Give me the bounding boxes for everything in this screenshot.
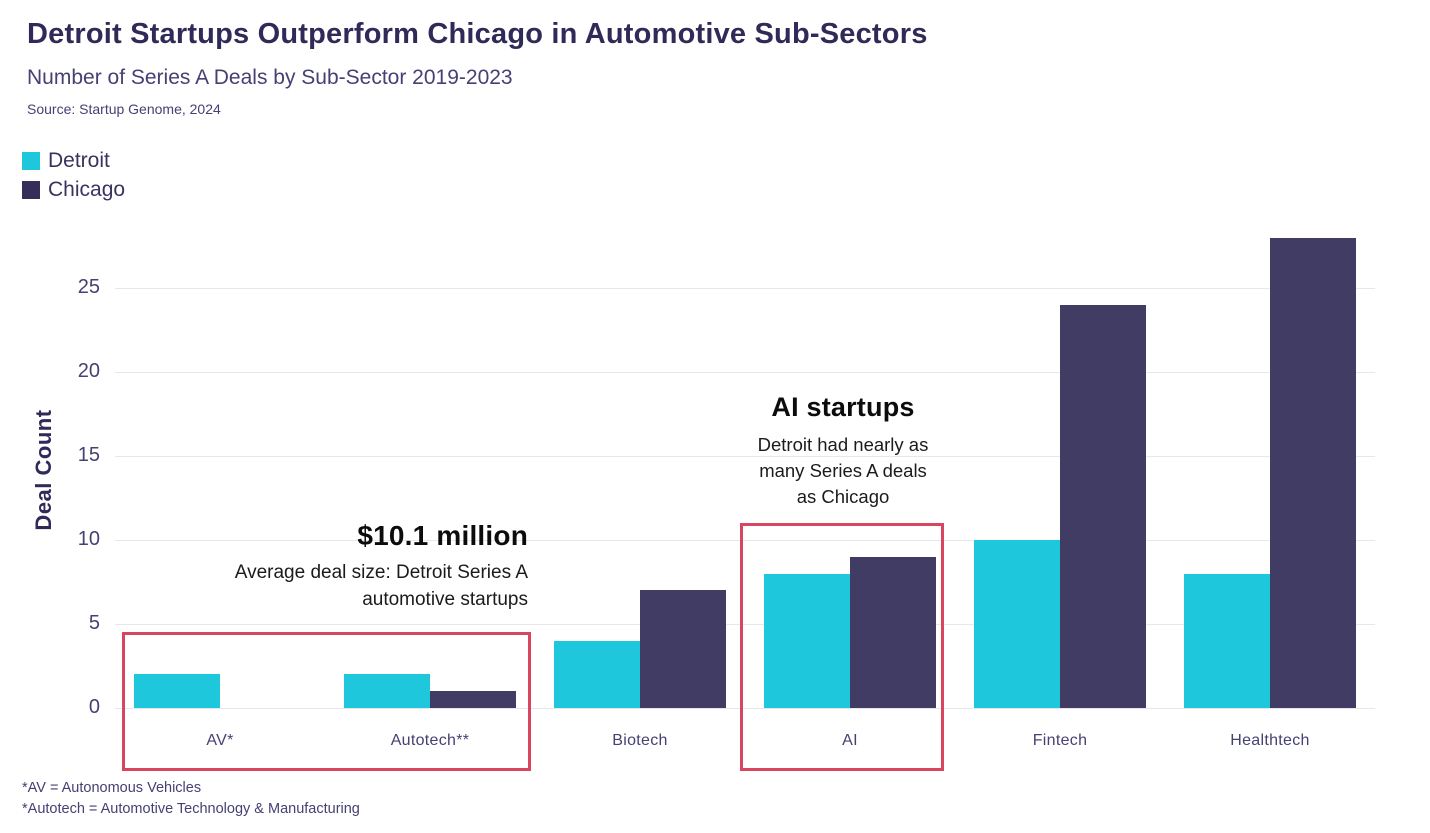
annotation-deal-size: $10.1 million Average deal size: Detroit… — [235, 520, 528, 613]
annotation-ai-startups-line2: many Series A deals — [759, 460, 927, 481]
legend-item-chicago: Chicago — [22, 175, 125, 204]
y-tick-label-5: 5 — [88, 612, 100, 634]
highlight-box-automotive — [122, 632, 531, 771]
category-label-biotech: Biotech — [612, 732, 668, 749]
legend-swatch-chicago — [22, 180, 40, 199]
gridline-y0 — [115, 708, 1375, 709]
y-tick-label-0: 0 — [88, 696, 100, 718]
bar-chicago-fintech — [1060, 304, 1146, 708]
gridline-y20 — [115, 372, 1375, 373]
y-tick-label-15: 15 — [77, 444, 100, 466]
gridline-y15 — [115, 456, 1375, 457]
bar-detroit-biotech — [554, 640, 640, 708]
bar-detroit-ai — [764, 573, 850, 708]
annotation-ai-startups: AI startups Detroit had nearly as many S… — [715, 392, 971, 510]
bar-detroit-healthtech — [1184, 573, 1270, 708]
y-tick-label-20: 20 — [77, 360, 100, 382]
highlight-box-ai — [740, 523, 944, 771]
annotation-ai-startups-line3: as Chicago — [796, 486, 890, 507]
annotation-deal-size-title: $10.1 million — [357, 520, 528, 551]
y-tick-label-25: 25 — [77, 276, 100, 298]
chart-legend: Detroit Chicago — [22, 146, 125, 204]
annotation-ai-startups-title: AI startups — [771, 392, 915, 422]
annotation-deal-size-line2: automotive startups — [362, 589, 528, 610]
gridline-y5 — [115, 624, 1375, 625]
y-axis-label: Deal Count — [31, 409, 56, 531]
category-label-av: AV* — [206, 732, 234, 749]
category-label-ai: AI — [842, 732, 858, 749]
annotation-ai-startups-line1: Detroit had nearly as — [757, 434, 929, 455]
category-label-fintech: Fintech — [1032, 732, 1088, 749]
gridline-y10 — [115, 540, 1375, 541]
footnote-2: *Autotech = Automotive Technology & Manu… — [22, 801, 360, 817]
annotation-deal-size-line1: Average deal size: Detroit Series A — [234, 562, 528, 583]
footnote-1: *AV = Autonomous Vehicles — [22, 780, 202, 796]
y-tick-label-10: 10 — [77, 528, 100, 550]
bar-detroit-autotech — [344, 674, 430, 708]
gridline-y25 — [115, 288, 1375, 289]
legend-item-detroit: Detroit — [22, 146, 125, 175]
bar-chicago-ai — [850, 556, 936, 708]
bar-detroit-fintech — [974, 540, 1060, 708]
bar-detroit-av — [134, 674, 220, 708]
category-label-autotech: Autotech** — [390, 732, 470, 749]
legend-swatch-detroit — [22, 151, 40, 170]
page-subtitle: Number of Series A Deals by Sub-Sector 2… — [27, 66, 513, 89]
bar-chicago-autotech — [430, 691, 516, 708]
page-title: Detroit Startups Outperform Chicago in A… — [27, 18, 928, 50]
bar-chicago-healthtech — [1270, 237, 1356, 708]
legend-label: Detroit — [48, 148, 110, 172]
legend-label: Chicago — [48, 177, 126, 201]
source-note: Source: Startup Genome, 2024 — [27, 101, 221, 117]
footnotes: *AV = Autonomous Vehicles *Autotech = Aut… — [22, 778, 360, 820]
category-label-healthtech: Healthtech — [1230, 732, 1310, 749]
bar-chicago-biotech — [640, 590, 726, 708]
